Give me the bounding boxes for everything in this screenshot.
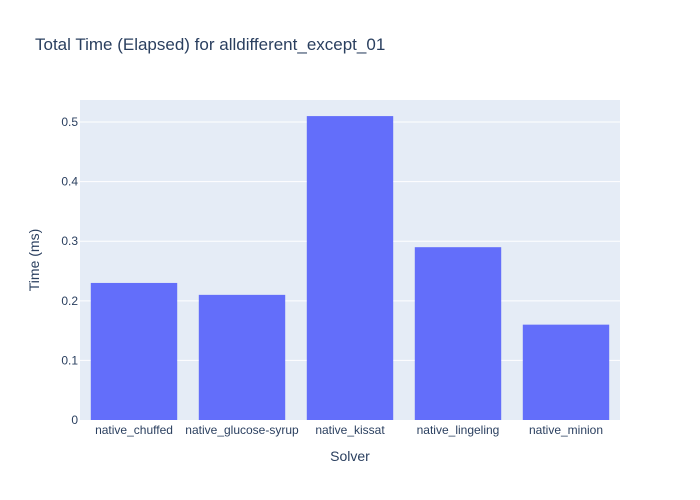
y-tick-label: 0.3 <box>61 234 78 248</box>
x-tick-label: native_glucose-syrup <box>185 423 299 437</box>
x-tick-label: native_kissat <box>315 423 385 437</box>
bar-native_chuffed[interactable] <box>90 282 178 420</box>
y-tick-label: 0.1 <box>61 353 78 367</box>
y-tick-label: 0.4 <box>61 175 78 189</box>
y-tick-label: 0 <box>71 413 78 427</box>
bar-native_kissat[interactable] <box>306 116 394 420</box>
y-axis-title: Time (ms) <box>26 229 42 291</box>
x-tick-label: native_lingeling <box>417 423 500 437</box>
x-axis-title: Solver <box>330 448 370 464</box>
chart-title: Total Time (Elapsed) for alldifferent_ex… <box>35 35 385 54</box>
x-axis-ticks: native_chuffed native_glucose-syrup native… <box>95 423 603 437</box>
bar-native_minion[interactable] <box>522 324 610 420</box>
bar-native_glucose-syrup[interactable] <box>198 294 286 420</box>
x-tick-label: native_chuffed <box>95 423 173 437</box>
y-tick-label: 0.5 <box>61 115 78 129</box>
bars <box>90 116 610 420</box>
bar-native_lingeling[interactable] <box>414 247 502 420</box>
y-axis-ticks: 0 0.1 0.2 0.3 0.4 0.5 <box>61 115 78 427</box>
y-tick-label: 0.2 <box>61 294 78 308</box>
x-tick-label: native_minion <box>529 423 603 437</box>
